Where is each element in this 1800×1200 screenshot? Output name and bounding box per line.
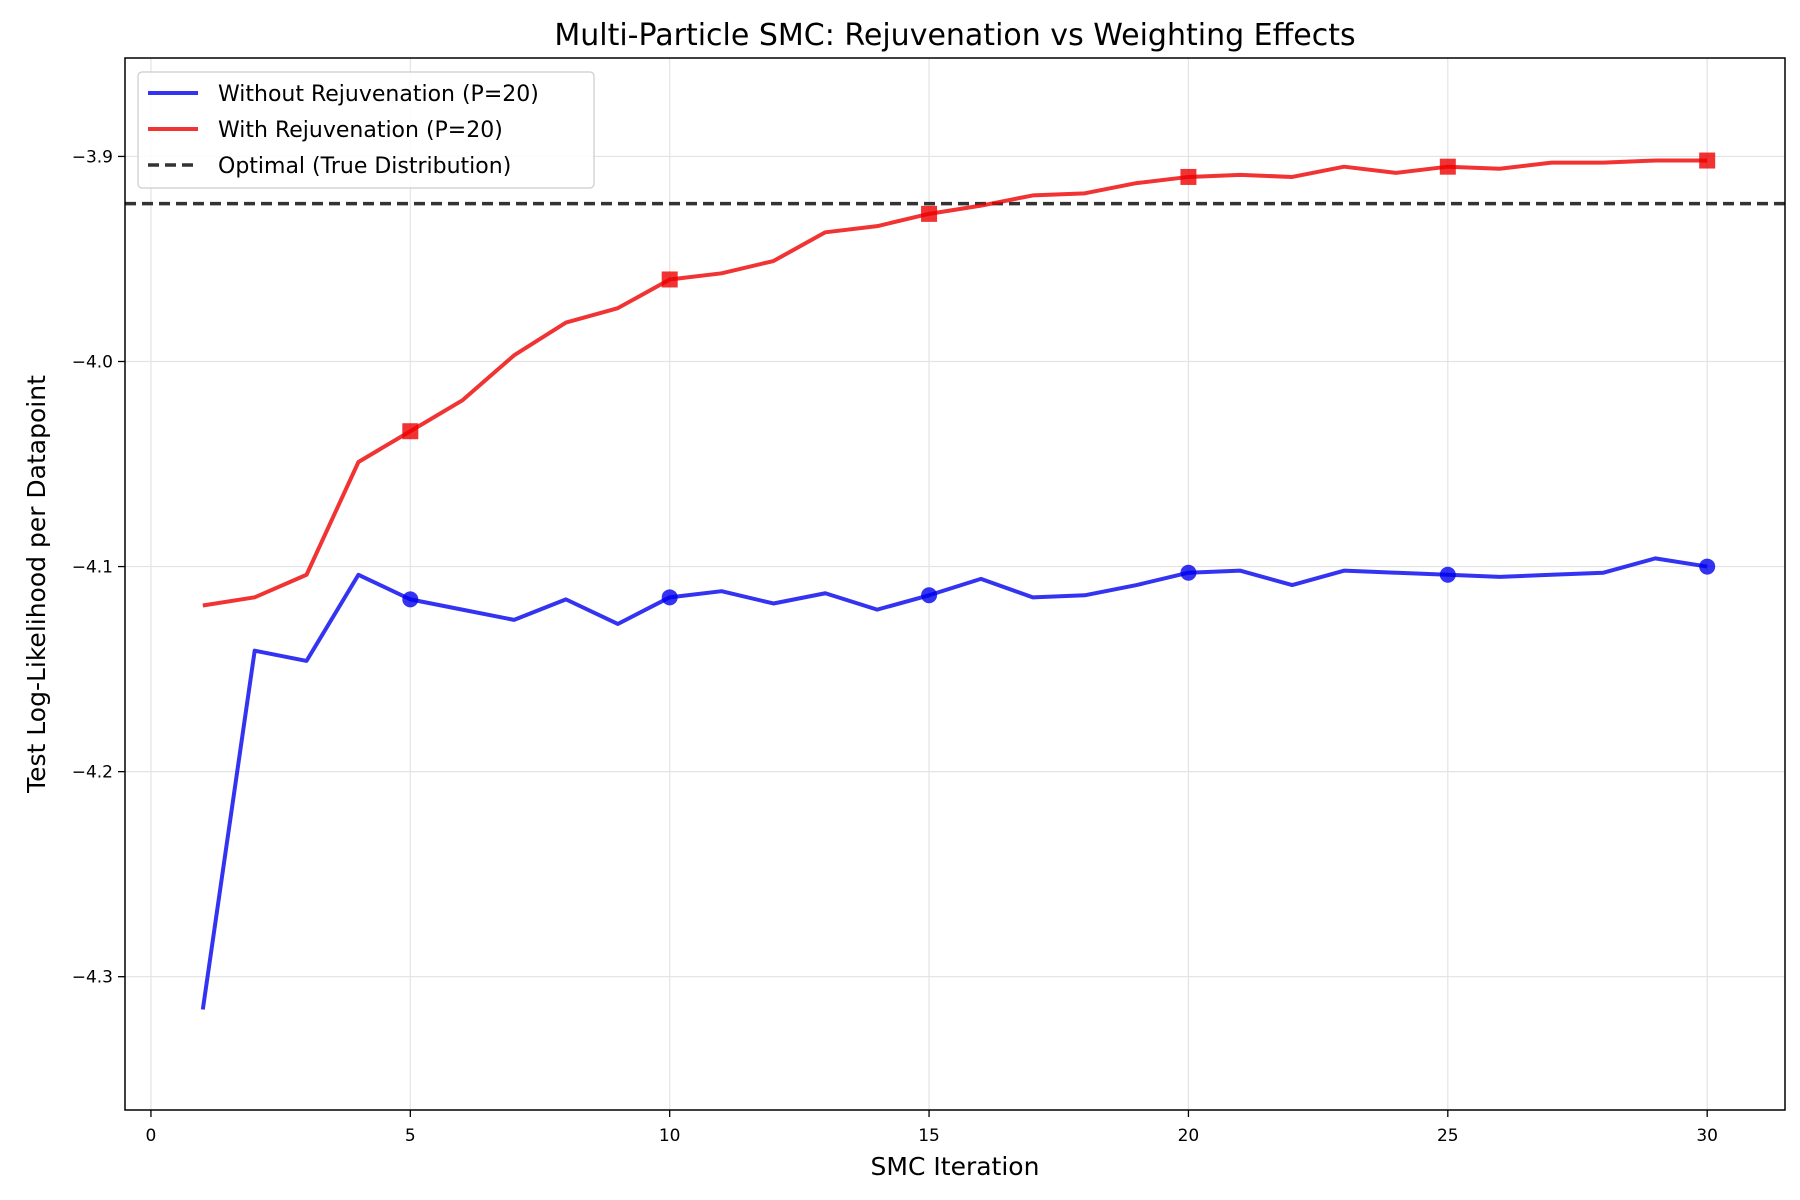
data-point — [921, 587, 938, 604]
x-tick-label: 10 — [659, 1126, 681, 1146]
data-point — [402, 423, 419, 440]
y-tick-label: −4.1 — [72, 558, 113, 578]
series-line — [200, 556, 1708, 1010]
data-point — [1439, 158, 1456, 175]
y-axis-label: Test Log-Likelihood per Datapoint — [22, 375, 51, 794]
data-point — [1439, 566, 1456, 583]
x-tick-label: 0 — [146, 1126, 157, 1146]
y-axis-ticks: −4.3 −4.2 −4.1 −4.0 −3.9 — [72, 147, 125, 988]
series-with-rejuvenation — [202, 152, 1716, 608]
legend-label-without-rejuvenation: Without Rejuvenation (P=20) — [218, 82, 539, 107]
data-point — [1699, 152, 1716, 169]
data-point — [1180, 564, 1197, 581]
chart-title: Multi-Particle SMC: Rejuvenation vs Weig… — [554, 18, 1355, 53]
legend-box — [137, 71, 595, 189]
x-tick-label: 20 — [1178, 1126, 1200, 1146]
data-point — [661, 589, 678, 606]
y-tick-label: −4.0 — [72, 353, 113, 373]
x-axis-label: SMC Iteration — [871, 1152, 1040, 1181]
y-tick-label: −4.2 — [72, 763, 113, 783]
series-line — [202, 158, 1708, 608]
series-layer — [200, 152, 1716, 1010]
data-point — [1180, 168, 1197, 185]
x-tick-label: 5 — [405, 1126, 416, 1146]
data-point — [402, 591, 419, 608]
y-tick-label: −4.3 — [72, 968, 113, 988]
legend-label-with-rejuvenation: With Rejuvenation (P=20) — [218, 118, 503, 143]
grid — [125, 58, 1785, 1110]
y-tick-label: −3.9 — [72, 147, 113, 167]
legend-label-optimal: Optimal (True Distribution) — [218, 154, 511, 179]
x-tick-label: 25 — [1437, 1126, 1459, 1146]
series-without-rejuvenation — [200, 556, 1716, 1010]
data-point — [1699, 558, 1716, 575]
data-point — [921, 205, 938, 222]
plot-frame — [124, 57, 1786, 1111]
data-point — [661, 271, 678, 288]
x-tick-label: 15 — [918, 1126, 940, 1146]
legend: Without Rejuvenation (P=20) With Rejuven… — [137, 71, 595, 189]
x-tick-label: 30 — [1696, 1126, 1718, 1146]
x-axis-ticks: 0 5 10 15 20 25 30 — [146, 1110, 1718, 1146]
